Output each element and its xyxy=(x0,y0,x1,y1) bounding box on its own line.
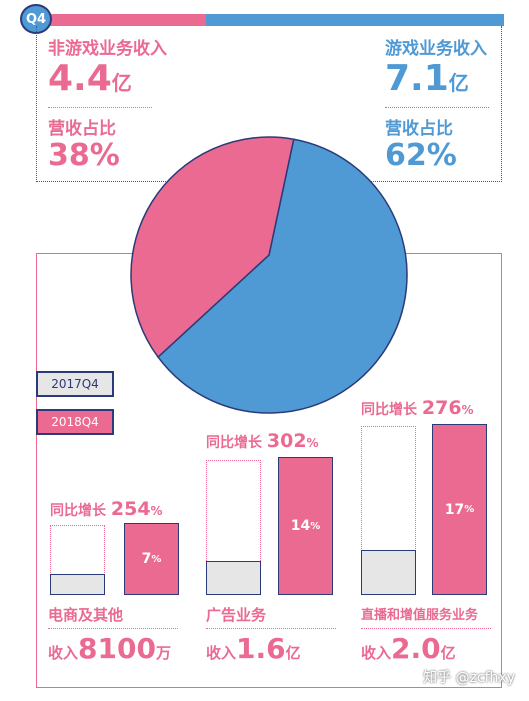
growth-prefix-live: 同比增长 xyxy=(361,402,417,418)
category-live: 直播和增值服务业务 xyxy=(361,608,479,623)
revenue-unit-live: 亿 xyxy=(440,644,456,662)
bar-2018-live: 17% xyxy=(432,424,487,595)
game-share-bar xyxy=(206,14,504,26)
revenue-live: 收入2.0亿 xyxy=(361,632,456,665)
left-divider xyxy=(48,107,152,108)
divider-live xyxy=(361,628,491,629)
revenue-prefix-ads: 收入 xyxy=(206,644,237,662)
revenue-value-live: 2.0 xyxy=(391,632,441,665)
bar-2017-ads xyxy=(206,561,261,595)
bar-2018-ecommerce: 7% xyxy=(124,523,179,595)
growth-value-live: 276 xyxy=(421,397,462,419)
growth-live: 同比增长 276% xyxy=(361,397,474,419)
bar-2017-ecommerce xyxy=(50,574,105,595)
category-ads: 广告业务 xyxy=(206,606,267,624)
game-share-label: 营收占比 xyxy=(385,119,453,139)
divider-ecommerce xyxy=(48,628,178,629)
growth-value-ecommerce: 254 xyxy=(110,498,151,520)
pie-slice-game xyxy=(157,138,408,414)
revenue-share-pie xyxy=(130,136,408,414)
revenue-value-ecommerce: 8100 xyxy=(78,632,156,665)
revenue-prefix-live: 收入 xyxy=(361,644,392,662)
game-share-value: 62% xyxy=(385,138,457,173)
game-revenue-value: 7.1 xyxy=(385,58,449,99)
share-ads: 14 xyxy=(290,518,311,534)
share-live: 17 xyxy=(444,501,465,518)
legend-2018q4: 2018Q4 xyxy=(36,409,114,435)
revenue-ecommerce: 收入8100万 xyxy=(48,632,171,665)
share-ecommerce: 7 xyxy=(141,551,152,567)
growth-unit-ads: % xyxy=(306,436,319,450)
category-ecommerce: 电商及其他 xyxy=(48,606,124,624)
share-unit-live: % xyxy=(464,504,475,515)
game-revenue: 7.1亿 xyxy=(385,58,469,99)
revenue-value-ads: 1.6 xyxy=(236,632,286,665)
growth-ads: 同比增长 302% xyxy=(206,430,319,452)
non-game-revenue: 4.4亿 xyxy=(48,58,132,99)
q4-badge: Q4 xyxy=(20,4,52,34)
share-unit-ecommerce: % xyxy=(151,553,162,565)
non-game-revenue-unit: 亿 xyxy=(111,71,132,95)
growth-ecommerce: 同比增长 254% xyxy=(50,498,163,520)
growth-unit-live: % xyxy=(461,403,474,417)
revenue-unit-ecommerce: 万 xyxy=(155,644,171,662)
pie-slice-non-game xyxy=(130,136,295,359)
non-game-revenue-value: 4.4 xyxy=(48,58,112,99)
right-divider xyxy=(385,107,489,108)
growth-value-ads: 302 xyxy=(266,430,307,452)
growth-prefix-ecommerce: 同比增长 xyxy=(50,503,106,519)
revenue-ads: 收入1.6亿 xyxy=(206,632,301,665)
game-revenue-label: 游戏业务收入 xyxy=(385,39,487,59)
growth-unit-ecommerce: % xyxy=(150,504,163,518)
watermark: 知乎 @zcfhxy xyxy=(423,670,515,686)
revenue-unit-ads: 亿 xyxy=(285,644,301,662)
growth-prefix-ads: 同比增长 xyxy=(206,435,262,451)
non-game-share-bar xyxy=(44,14,206,26)
non-game-share-value: 38% xyxy=(48,138,120,173)
legend-2017q4: 2017Q4 xyxy=(36,371,114,397)
share-unit-ads: % xyxy=(310,520,321,532)
non-game-share-label: 营收占比 xyxy=(48,119,116,139)
revenue-prefix-ecommerce: 收入 xyxy=(48,644,79,662)
bar-2018-ads: 14% xyxy=(278,457,333,595)
divider-ads xyxy=(206,628,336,629)
game-revenue-unit: 亿 xyxy=(448,71,469,95)
bar-2017-live xyxy=(361,550,416,595)
non-game-revenue-label: 非游戏业务收入 xyxy=(48,39,167,59)
